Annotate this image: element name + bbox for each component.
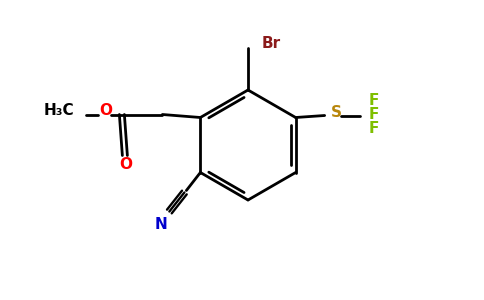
Text: Br: Br — [262, 35, 281, 50]
Text: O: O — [99, 103, 112, 118]
Text: F: F — [369, 121, 379, 136]
Text: F: F — [369, 93, 379, 108]
Text: S: S — [331, 105, 342, 120]
Text: H₃C: H₃C — [44, 103, 75, 118]
Text: N: N — [155, 217, 168, 232]
Text: F: F — [369, 107, 379, 122]
Text: O: O — [119, 157, 132, 172]
